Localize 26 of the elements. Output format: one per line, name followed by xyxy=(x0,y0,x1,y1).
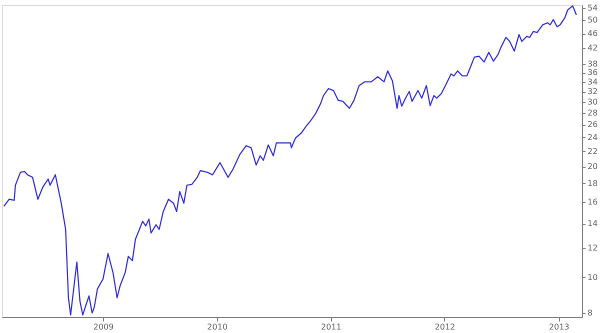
x-tick-label: 2009 xyxy=(93,322,114,332)
y-tick-label: 36 xyxy=(588,68,598,78)
y-tick-label: 42 xyxy=(588,44,598,53)
y-tick-label: 32 xyxy=(588,87,598,96)
x-tick-label: 2012 xyxy=(434,322,456,332)
y-tick-label: 28 xyxy=(588,108,598,118)
y-tick-label: 10 xyxy=(588,272,598,282)
x-tick-label: 2010 xyxy=(207,322,228,332)
x-tick-label: 2011 xyxy=(320,322,342,332)
y-tick-label: 14 xyxy=(588,219,598,228)
y-tick-label: 34 xyxy=(588,77,598,86)
y-tick-label: 50 xyxy=(588,16,598,25)
y-tick-label: 16 xyxy=(588,198,598,207)
y-tick-label: 46 xyxy=(588,29,598,38)
line-series xyxy=(3,5,577,316)
y-tick-label: 18 xyxy=(588,178,598,188)
y-tick-label: 22 xyxy=(588,146,598,156)
y-tick-label: 20 xyxy=(588,162,598,172)
y-tick-label: 8 xyxy=(588,308,593,318)
x-tick-label: 2013 xyxy=(548,322,570,332)
y-tick-label: 30 xyxy=(588,97,598,106)
y-tick-label: 26 xyxy=(588,120,598,130)
y-tick-label: 12 xyxy=(588,244,598,253)
y-tick-label: 38 xyxy=(588,60,598,69)
y-tick-label: 24 xyxy=(588,132,598,142)
y-tick-label: 54 xyxy=(588,3,598,12)
